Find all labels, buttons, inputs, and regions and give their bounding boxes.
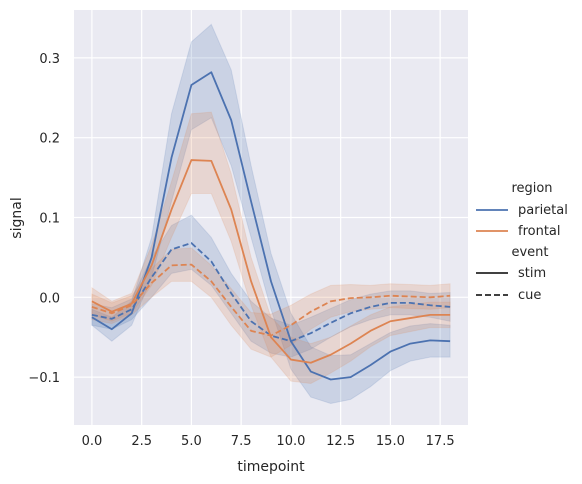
legend-hue-title: region xyxy=(511,181,552,196)
series-lines xyxy=(91,71,451,381)
grid xyxy=(74,10,468,425)
legend-item-stim: stim xyxy=(518,266,546,281)
x-tick-label: 17.5 xyxy=(426,434,455,449)
line-parietal-stim xyxy=(91,71,451,381)
legend: region parietal frontal event stim cue xyxy=(476,181,568,303)
line-frontal-stim xyxy=(91,159,451,364)
y-tick-label: 0.0 xyxy=(39,291,60,306)
y-tick-label: 0.2 xyxy=(39,132,60,147)
band-parietal-cue xyxy=(91,214,451,358)
legend-item-cue: cue xyxy=(518,288,541,303)
x-tick-label: 2.5 xyxy=(131,434,152,449)
y-tick-label: 0.3 xyxy=(39,52,60,67)
legend-style-title: event xyxy=(511,245,548,260)
x-tick-label: 7.5 xyxy=(231,434,252,449)
y-tick-label: 0.1 xyxy=(39,212,60,227)
x-axis-label: timepoint xyxy=(237,459,305,475)
y-axis-label: signal xyxy=(9,197,25,238)
x-tick-label: 0.0 xyxy=(82,434,103,449)
band-frontal-stim xyxy=(91,111,451,385)
legend-item-parietal: parietal xyxy=(518,203,568,218)
x-tick-label: 5.0 xyxy=(181,434,202,449)
x-tick-label: 10.0 xyxy=(276,434,305,449)
x-tick-label: 12.5 xyxy=(326,434,355,449)
line-frontal-cue xyxy=(91,263,451,337)
legend-item-frontal: frontal xyxy=(518,224,561,239)
y-tick-label: −0.1 xyxy=(28,371,60,386)
x-tick-label: 15.0 xyxy=(376,434,405,449)
tick-labels: 0.0 2.5 5.0 7.5 10.0 12.5 15.0 17.5 −0.1 0.0 0.1 0.… xyxy=(28,52,454,449)
